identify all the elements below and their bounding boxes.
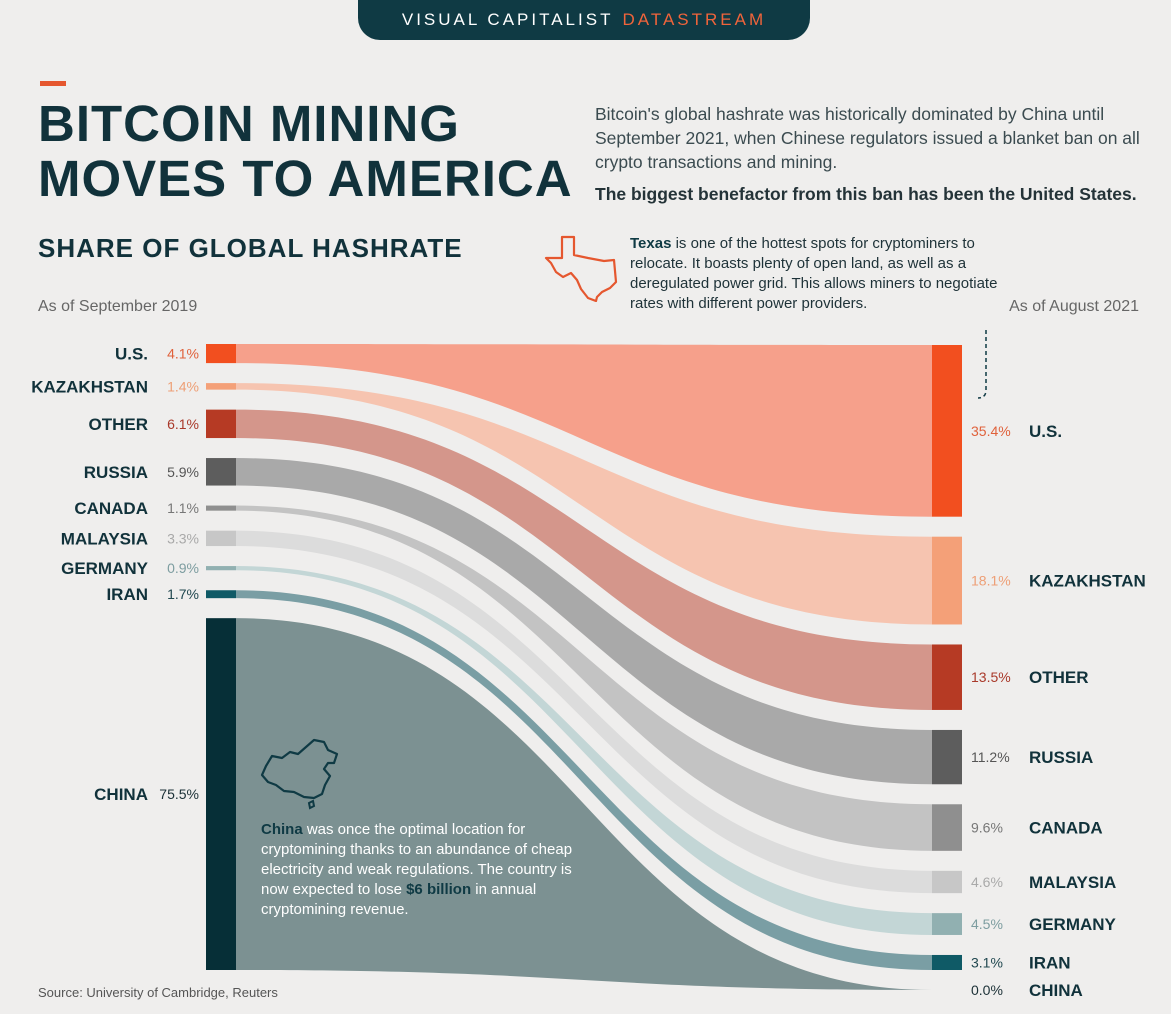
left-pct-russia: 5.9% [167, 464, 199, 480]
right-name-germany: GERMANY [1029, 915, 1117, 934]
left-name-u-s: U.S. [115, 345, 148, 364]
right-pct-iran: 3.1% [971, 954, 1003, 970]
left-pct-iran: 1.7% [167, 586, 199, 602]
left-name-iran: IRAN [106, 585, 148, 604]
right-date-label: As of August 2021 [1009, 298, 1139, 315]
flow-band-malaysia [236, 530, 932, 894]
right-name-china: CHINA [1029, 981, 1083, 1000]
flow-band-kazakhstan [236, 383, 932, 625]
china-note-text-2: in annual cryptomining revenue. [261, 881, 537, 918]
texas-map-icon [544, 235, 618, 302]
right-bar-malaysia [932, 870, 962, 894]
right-bar-iran [932, 954, 962, 970]
right-pct-china: 0.0% [971, 982, 1003, 998]
left-name-kazakhstan: KAZAKHSTAN [31, 377, 148, 396]
left-bar-germany [206, 566, 236, 571]
flow-band-u-s [236, 344, 932, 517]
right-name-u-s: U.S. [1029, 422, 1062, 441]
left-pct-other: 6.1% [167, 416, 199, 432]
flow-band-china [236, 618, 932, 990]
china-map-icon [260, 738, 339, 810]
title-line-2: MOVES TO AMERICA [38, 150, 573, 207]
intro-paragraph: Bitcoin's global hashrate was historical… [595, 104, 1140, 172]
china-note-bold-2: $6 billion [406, 881, 472, 898]
left-name-china: CHINA [94, 785, 148, 804]
title-accent-dash [40, 81, 66, 86]
left-bar-malaysia [206, 530, 236, 547]
right-bar-russia [932, 729, 962, 785]
right-name-iran: IRAN [1029, 953, 1071, 972]
left-pct-u-s: 4.1% [167, 346, 199, 362]
left-bar-china [206, 618, 236, 970]
right-pct-malaysia: 4.6% [971, 874, 1003, 890]
right-pct-kazakhstan: 18.1% [971, 573, 1011, 589]
brand-accent: DATASTREAM [622, 10, 767, 29]
texas-note-bold: Texas [630, 235, 672, 252]
title-line-1: BITCOIN MINING [38, 95, 460, 152]
right-name-kazakhstan: KAZAKHSTAN [1029, 572, 1146, 591]
chart-title: SHARE OF GLOBAL HASHRATE [38, 233, 463, 263]
flow-band-russia [236, 458, 932, 785]
china-note-bold-1: China [261, 821, 303, 838]
texas-callout-line [977, 330, 987, 399]
right-pct-u-s: 35.4% [971, 423, 1011, 439]
left-name-malaysia: MALAYSIA [61, 529, 148, 548]
left-pct-kazakhstan: 1.4% [167, 378, 199, 394]
right-name-other: OTHER [1029, 668, 1089, 687]
left-pct-malaysia: 3.3% [167, 530, 199, 546]
left-pct-canada: 1.1% [167, 500, 199, 516]
texas-annotation: Texas is one of the hottest spots for cr… [630, 234, 1005, 314]
right-pct-canada: 9.6% [971, 820, 1003, 836]
right-pct-germany: 4.5% [971, 916, 1003, 932]
right-bar-kazakhstan [932, 536, 962, 625]
left-pct-germany: 0.9% [167, 560, 199, 576]
china-note-text-1: was once the optimal location for crypto… [261, 821, 573, 898]
right-pct-russia: 11.2% [971, 749, 1010, 765]
left-name-germany: GERMANY [61, 559, 149, 578]
flow-band-iran [236, 590, 932, 970]
page-title: BITCOIN MINING MOVES TO AMERICA [38, 96, 573, 206]
right-bar-u-s [932, 345, 962, 517]
right-name-russia: RUSSIA [1029, 748, 1093, 767]
right-name-malaysia: MALAYSIA [1029, 873, 1116, 892]
brand-header: VISUAL CAPITALIST DATASTREAM [358, 0, 810, 40]
right-pct-other: 13.5% [971, 669, 1011, 685]
left-date-label: As of September 2019 [38, 298, 198, 315]
left-bar-canada [206, 505, 236, 511]
left-bar-u-s [206, 344, 236, 364]
texas-note-text: is one of the hottest spots for cryptomi… [630, 235, 998, 312]
left-name-other: OTHER [89, 415, 149, 434]
flow-band-germany [236, 566, 932, 935]
flow-band-canada [236, 505, 932, 851]
right-bar-germany [932, 913, 962, 935]
china-annotation: China was once the optimal location for … [261, 820, 591, 920]
left-name-canada: CANADA [74, 499, 148, 518]
left-bar-kazakhstan [206, 383, 236, 390]
left-bar-iran [206, 590, 236, 599]
intro-text: Bitcoin's global hashrate was historical… [595, 102, 1155, 206]
left-name-russia: RUSSIA [84, 463, 148, 482]
left-pct-china: 75.5% [159, 786, 199, 802]
left-bar-russia [206, 458, 236, 486]
right-bar-other [932, 644, 962, 710]
right-bar-canada [932, 804, 962, 851]
flow-band-other [236, 409, 932, 710]
brand-name: VISUAL CAPITALIST [401, 10, 614, 29]
right-name-canada: CANADA [1029, 819, 1103, 838]
source-note: Source: University of Cambridge, Reuters [38, 985, 278, 1000]
left-bar-other [206, 409, 236, 439]
intro-emphasis: The biggest benefactor from this ban has… [595, 184, 1137, 204]
